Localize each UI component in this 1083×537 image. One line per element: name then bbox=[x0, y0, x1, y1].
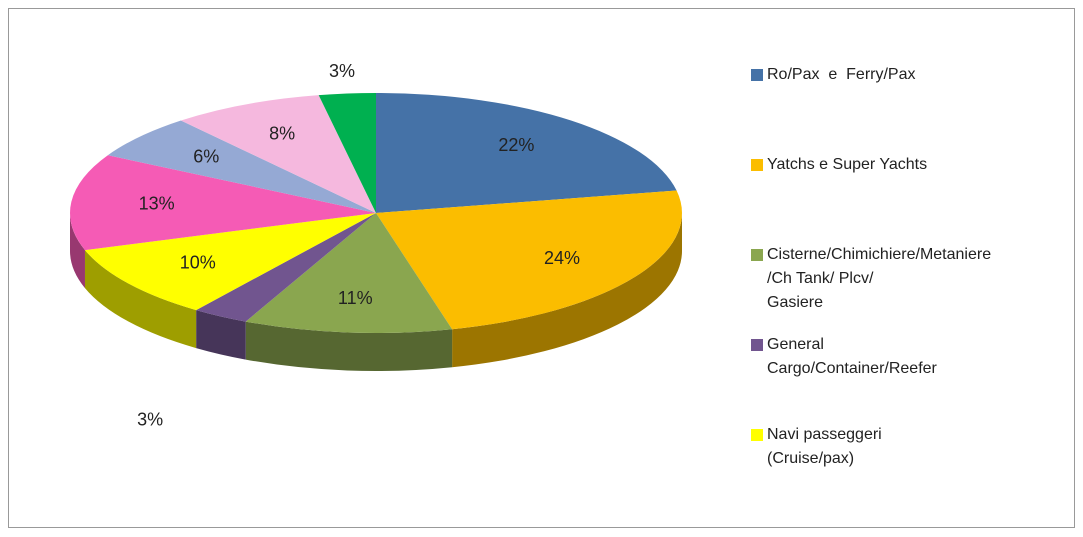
slice-side bbox=[196, 310, 246, 360]
legend-swatch bbox=[751, 249, 763, 261]
data-label: 13% bbox=[139, 194, 175, 214]
legend-label: Yatchs e Super Yachts bbox=[767, 156, 928, 173]
slice bbox=[376, 190, 683, 330]
slice bbox=[70, 155, 376, 251]
legend-label: Navi passeggeri (Cruise/pax) bbox=[767, 426, 887, 467]
legend-entry: Navi passeggeri (Cruise/pax) bbox=[751, 423, 931, 471]
legend-swatch bbox=[751, 339, 763, 351]
slice bbox=[107, 120, 376, 213]
slice bbox=[196, 213, 376, 322]
data-label: 22% bbox=[498, 135, 534, 155]
legend-swatch bbox=[751, 429, 763, 441]
legend-label: Ro/Pax e Ferry/Pax bbox=[767, 66, 916, 83]
data-label: 3% bbox=[329, 61, 355, 81]
data-label: 10% bbox=[180, 253, 216, 273]
slice-side bbox=[245, 321, 453, 372]
slice-side bbox=[84, 250, 197, 349]
slice bbox=[376, 93, 677, 213]
legend-swatch bbox=[751, 159, 763, 171]
data-label: 8% bbox=[269, 124, 295, 144]
slice-side bbox=[70, 213, 85, 289]
legend-entry: General Cargo/Container/Reefer bbox=[751, 333, 937, 381]
slice bbox=[318, 93, 376, 213]
legend-entry: Cisterne/Chimichiere/Metaniere /Ch Tank/… bbox=[751, 243, 992, 315]
slice bbox=[245, 213, 453, 333]
slice bbox=[180, 95, 376, 213]
legend-swatch bbox=[751, 69, 763, 81]
legend-entry: Yatchs e Super Yachts bbox=[751, 153, 931, 177]
slice-side bbox=[452, 213, 682, 368]
legend-label: General Cargo/Container/Reefer bbox=[767, 336, 937, 377]
data-label: 6% bbox=[193, 147, 219, 167]
data-label: 3% bbox=[137, 410, 163, 430]
slice bbox=[84, 213, 376, 311]
legend-entry: Ro/Pax e Ferry/Pax bbox=[751, 63, 931, 87]
legend-label: Cisterne/Chimichiere/Metaniere /Ch Tank/… bbox=[767, 246, 992, 311]
data-label: 11% bbox=[338, 288, 373, 308]
data-label: 24% bbox=[544, 248, 580, 268]
